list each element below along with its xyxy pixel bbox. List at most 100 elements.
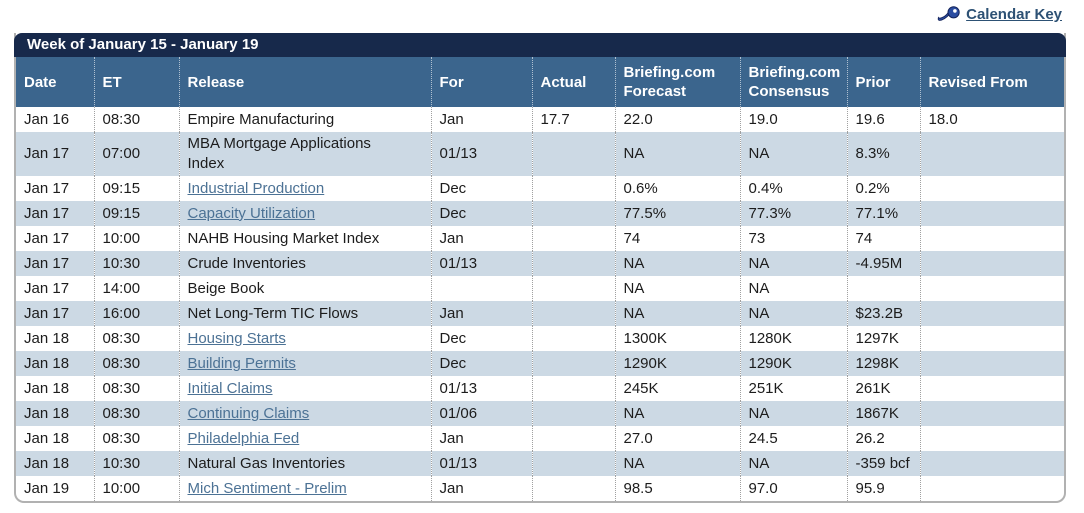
cell-actual bbox=[532, 376, 616, 401]
cell-date: Jan 17 bbox=[16, 201, 95, 226]
cell-consensus: NA bbox=[740, 401, 848, 426]
cell-forecast: 27.0 bbox=[615, 426, 741, 451]
cell-actual bbox=[532, 176, 616, 201]
cell-et: 10:00 bbox=[94, 226, 180, 251]
cell-et: 16:00 bbox=[94, 301, 180, 326]
cell-date: Jan 17 bbox=[16, 132, 95, 176]
col-header-actual: Actual bbox=[532, 57, 616, 107]
cell-forecast: NA bbox=[615, 251, 741, 276]
cell-consensus: NA bbox=[740, 301, 848, 326]
cell-revised bbox=[920, 176, 1064, 201]
cell-forecast: NA bbox=[615, 451, 741, 476]
cell-et: 10:00 bbox=[94, 476, 180, 501]
cell-actual bbox=[532, 401, 616, 426]
release-text: Empire Manufacturing bbox=[187, 110, 335, 128]
cell-forecast: 22.0 bbox=[615, 107, 741, 132]
cell-release: Industrial Production bbox=[179, 176, 432, 201]
cell-forecast: 245K bbox=[615, 376, 741, 401]
cell-for: 01/06 bbox=[431, 401, 533, 426]
calendar-table: Date ET Release For Actual Briefing.com … bbox=[16, 57, 1064, 501]
cell-actual bbox=[532, 132, 616, 176]
cell-for: Dec bbox=[431, 351, 533, 376]
cell-forecast: 74 bbox=[615, 226, 741, 251]
cell-date: Jan 18 bbox=[16, 451, 95, 476]
cell-revised bbox=[920, 476, 1064, 501]
cell-release: Crude Inventories bbox=[179, 251, 432, 276]
table-row: Jan 18 08:30 Continuing Claims 01/06 NA NA 186… bbox=[16, 401, 1064, 426]
release-link[interactable]: Initial Claims bbox=[187, 379, 273, 397]
calendar-key-label: Calendar Key bbox=[966, 6, 1062, 23]
cell-release: NAHB Housing Market Index bbox=[179, 226, 432, 251]
release-text: Crude Inventories bbox=[187, 254, 306, 272]
release-link[interactable]: Philadelphia Fed bbox=[187, 429, 300, 447]
cell-et: 08:30 bbox=[94, 326, 180, 351]
cell-for: Dec bbox=[431, 176, 533, 201]
cell-forecast: NA bbox=[615, 276, 741, 301]
cell-release: Continuing Claims bbox=[179, 401, 432, 426]
release-link[interactable]: Housing Starts bbox=[187, 329, 286, 347]
cell-consensus: NA bbox=[740, 132, 848, 176]
table-row: Jan 17 16:00 Net Long-Term TIC Flows Jan NA N… bbox=[16, 301, 1064, 326]
cell-et: 09:15 bbox=[94, 201, 180, 226]
cell-release: Beige Book bbox=[179, 276, 432, 301]
release-link[interactable]: Building Permits bbox=[187, 354, 296, 372]
release-link[interactable]: Mich Sentiment - Prelim bbox=[187, 479, 347, 497]
cell-release: Capacity Utilization bbox=[179, 201, 432, 226]
cell-prior: -359 bcf bbox=[847, 451, 921, 476]
cell-actual bbox=[532, 426, 616, 451]
cell-prior: 8.3% bbox=[847, 132, 921, 176]
cell-prior: -4.95M bbox=[847, 251, 921, 276]
table-row: Jan 17 10:00 NAHB Housing Market Index Jan 7… bbox=[16, 226, 1064, 251]
cell-consensus: 24.5 bbox=[740, 426, 848, 451]
key-icon bbox=[937, 6, 960, 21]
cell-date: Jan 17 bbox=[16, 301, 95, 326]
release-text: Natural Gas Inventories bbox=[187, 454, 346, 472]
release-link[interactable]: Industrial Production bbox=[187, 179, 325, 197]
cell-forecast: NA bbox=[615, 401, 741, 426]
cell-revised bbox=[920, 326, 1064, 351]
col-header-consensus: Briefing.com Consensus bbox=[740, 57, 848, 107]
cell-consensus: NA bbox=[740, 276, 848, 301]
cell-date: Jan 17 bbox=[16, 226, 95, 251]
cell-actual bbox=[532, 351, 616, 376]
header-row: Date ET Release For Actual Briefing.com … bbox=[16, 57, 1064, 107]
cell-date: Jan 17 bbox=[16, 251, 95, 276]
cell-prior: 261K bbox=[847, 376, 921, 401]
cell-date: Jan 18 bbox=[16, 426, 95, 451]
cell-revised bbox=[920, 376, 1064, 401]
release-text: NAHB Housing Market Index bbox=[187, 229, 380, 247]
cell-et: 08:30 bbox=[94, 107, 180, 132]
cell-et: 09:15 bbox=[94, 176, 180, 201]
cell-prior: $23.2B bbox=[847, 301, 921, 326]
calendar-key-link[interactable]: Calendar Key bbox=[937, 5, 1062, 24]
cell-prior: 19.6 bbox=[847, 107, 921, 132]
col-header-forecast: Briefing.com Forecast bbox=[615, 57, 741, 107]
cell-revised bbox=[920, 401, 1064, 426]
cell-consensus: 97.0 bbox=[740, 476, 848, 501]
cell-forecast: NA bbox=[615, 301, 741, 326]
cell-release: Building Permits bbox=[179, 351, 432, 376]
table-row: Jan 18 08:30 Philadelphia Fed Jan 27.0 24.5 26… bbox=[16, 426, 1064, 451]
col-header-for: For bbox=[431, 57, 533, 107]
cell-forecast: NA bbox=[615, 132, 741, 176]
cell-consensus: 0.4% bbox=[740, 176, 848, 201]
release-link[interactable]: Capacity Utilization bbox=[187, 204, 316, 222]
release-link[interactable]: Continuing Claims bbox=[187, 404, 310, 422]
cell-revised bbox=[920, 451, 1064, 476]
cell-for: 01/13 bbox=[431, 132, 533, 176]
table-row: Jan 18 08:30 Housing Starts Dec 1300K 1280K 12… bbox=[16, 326, 1064, 351]
cell-for: 01/13 bbox=[431, 451, 533, 476]
cell-date: Jan 16 bbox=[16, 107, 95, 132]
cell-actual: 17.7 bbox=[532, 107, 616, 132]
cell-prior: 1297K bbox=[847, 326, 921, 351]
table-row: Jan 19 10:00 Mich Sentiment - Prelim Jan 98.… bbox=[16, 476, 1064, 501]
cell-actual bbox=[532, 226, 616, 251]
table-row: Jan 17 07:00 MBA Mortgage Applications Ind… bbox=[16, 132, 1064, 176]
cell-revised bbox=[920, 201, 1064, 226]
calendar-table-body: Jan 16 08:30 Empire Manufacturing Jan 17.7 22… bbox=[16, 107, 1064, 501]
cell-consensus: 19.0 bbox=[740, 107, 848, 132]
cell-release: Empire Manufacturing bbox=[179, 107, 432, 132]
cell-date: Jan 18 bbox=[16, 376, 95, 401]
cell-consensus: 251K bbox=[740, 376, 848, 401]
cell-actual bbox=[532, 301, 616, 326]
